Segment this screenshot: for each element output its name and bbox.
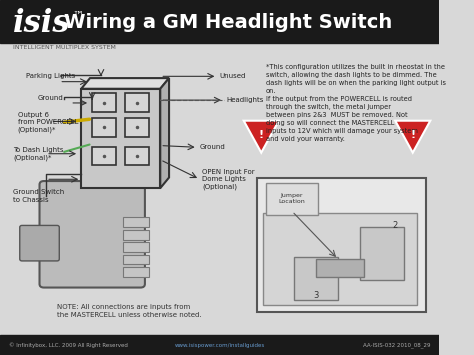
Text: !: ! xyxy=(259,130,264,140)
Bar xyxy=(0,0,439,43)
FancyBboxPatch shape xyxy=(265,183,319,215)
Text: 3: 3 xyxy=(313,291,319,300)
Text: To Dash Lights
(Optional)*: To Dash Lights (Optional)* xyxy=(13,147,64,161)
Text: Ground: Ground xyxy=(37,95,63,100)
Text: Parking Lights: Parking Lights xyxy=(27,73,75,79)
Bar xyxy=(123,230,149,240)
Text: NOTE: All connections are inputs from
the MASTERCELL unless otherwise noted.: NOTE: All connections are inputs from th… xyxy=(57,304,202,318)
FancyBboxPatch shape xyxy=(264,213,417,305)
Text: ™: ™ xyxy=(73,11,83,21)
Bar xyxy=(294,257,338,300)
Bar xyxy=(92,118,116,137)
Bar xyxy=(123,217,149,227)
Bar xyxy=(360,227,404,280)
Text: !: ! xyxy=(410,130,415,140)
Bar xyxy=(123,242,149,252)
Text: Jumper
Location: Jumper Location xyxy=(279,193,305,204)
FancyBboxPatch shape xyxy=(39,181,145,288)
Polygon shape xyxy=(244,121,279,153)
FancyBboxPatch shape xyxy=(81,89,160,188)
Bar xyxy=(123,267,149,277)
FancyBboxPatch shape xyxy=(20,225,59,261)
Text: OPEN Input For
Dome Lights
(Optional): OPEN Input For Dome Lights (Optional) xyxy=(202,169,255,190)
Text: © Infinitybox, LLC. 2009 All Right Reserved: © Infinitybox, LLC. 2009 All Right Reser… xyxy=(9,343,128,348)
Text: Wiring a GM Headlight Switch: Wiring a GM Headlight Switch xyxy=(64,12,392,32)
Bar xyxy=(0,335,439,355)
Text: 2: 2 xyxy=(392,221,398,230)
Polygon shape xyxy=(81,78,169,89)
Polygon shape xyxy=(316,259,365,277)
Text: INTELLIGENT MULTIPLEX SYSTEM: INTELLIGENT MULTIPLEX SYSTEM xyxy=(13,45,116,50)
Text: *This configuration utilizes the built in rheostat in the
switch, allowing the d: *This configuration utilizes the built i… xyxy=(265,64,446,142)
Polygon shape xyxy=(395,121,430,153)
Bar xyxy=(125,93,149,112)
Bar xyxy=(92,147,116,165)
Bar xyxy=(125,118,149,137)
Bar xyxy=(123,255,149,264)
Polygon shape xyxy=(160,78,169,188)
Text: Ground: Ground xyxy=(200,144,226,150)
Text: isis: isis xyxy=(13,7,71,39)
Text: Unused: Unused xyxy=(219,73,246,79)
Text: Ground Switch
to Chassis: Ground Switch to Chassis xyxy=(13,189,64,203)
Bar xyxy=(92,93,116,112)
Text: Output 6
from POWERCELL
(Optional)*: Output 6 from POWERCELL (Optional)* xyxy=(18,112,78,133)
Text: Headlights: Headlights xyxy=(226,97,264,103)
Bar xyxy=(125,147,149,165)
Text: AA-ISIS-032 2010_08_29: AA-ISIS-032 2010_08_29 xyxy=(363,343,430,348)
Text: www.isispower.com/installguides: www.isispower.com/installguides xyxy=(174,343,264,348)
FancyBboxPatch shape xyxy=(257,178,426,312)
